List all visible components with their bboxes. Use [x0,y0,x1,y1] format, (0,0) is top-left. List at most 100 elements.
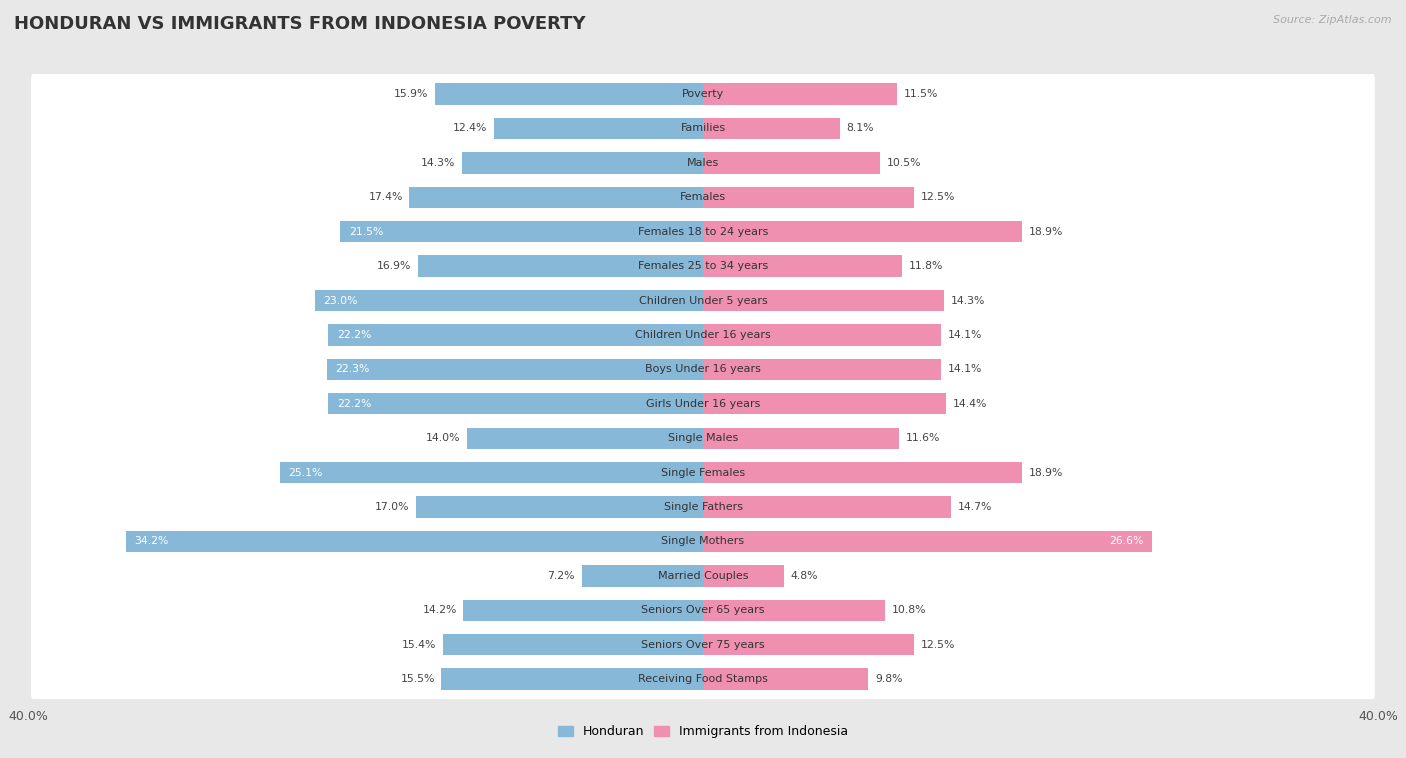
Bar [467,428,703,449]
FancyBboxPatch shape [31,349,1375,390]
Text: Single Males: Single Males [668,434,738,443]
Bar [416,496,703,518]
FancyBboxPatch shape [31,556,1375,596]
Text: 14.0%: 14.0% [426,434,460,443]
Text: 11.5%: 11.5% [904,89,938,99]
Bar [703,600,886,621]
Text: Girls Under 16 years: Girls Under 16 years [645,399,761,409]
Text: 26.6%: 26.6% [1109,537,1143,547]
Bar [703,565,785,587]
Text: 12.5%: 12.5% [921,193,955,202]
FancyBboxPatch shape [31,211,1375,252]
Text: 15.4%: 15.4% [402,640,436,650]
Text: 25.1%: 25.1% [288,468,322,478]
Bar [703,186,914,208]
FancyBboxPatch shape [31,315,1375,355]
Text: 16.9%: 16.9% [377,261,411,271]
Bar [441,669,703,690]
Text: Single Fathers: Single Fathers [664,502,742,512]
Text: 9.8%: 9.8% [875,674,903,684]
Text: 18.9%: 18.9% [1029,227,1063,236]
Bar [280,462,703,484]
Text: 12.4%: 12.4% [453,124,486,133]
Text: 11.6%: 11.6% [905,434,939,443]
Text: HONDURAN VS IMMIGRANTS FROM INDONESIA POVERTY: HONDURAN VS IMMIGRANTS FROM INDONESIA PO… [14,15,586,33]
Text: Children Under 5 years: Children Under 5 years [638,296,768,305]
Bar [703,393,946,415]
Bar [434,83,703,105]
Bar [326,359,703,380]
FancyBboxPatch shape [31,246,1375,286]
Bar [703,324,941,346]
FancyBboxPatch shape [31,625,1375,665]
Text: 17.0%: 17.0% [375,502,409,512]
Text: 14.3%: 14.3% [420,158,456,168]
Bar [329,324,703,346]
Bar [703,83,897,105]
Text: 14.3%: 14.3% [950,296,986,305]
FancyBboxPatch shape [31,590,1375,630]
Bar [703,221,1022,243]
Text: 22.2%: 22.2% [337,399,371,409]
Bar [703,462,1022,484]
Text: Receiving Food Stamps: Receiving Food Stamps [638,674,768,684]
Text: 17.4%: 17.4% [368,193,402,202]
Bar [703,496,950,518]
Text: Single Females: Single Females [661,468,745,478]
Text: 15.5%: 15.5% [401,674,434,684]
Bar [329,393,703,415]
Bar [461,152,703,174]
FancyBboxPatch shape [31,659,1375,699]
Text: Poverty: Poverty [682,89,724,99]
Bar [703,152,880,174]
Text: Seniors Over 65 years: Seniors Over 65 years [641,606,765,615]
Text: 10.8%: 10.8% [891,606,927,615]
Text: 14.2%: 14.2% [422,606,457,615]
FancyBboxPatch shape [31,453,1375,493]
Text: 8.1%: 8.1% [846,124,875,133]
Text: 10.5%: 10.5% [887,158,921,168]
Bar [703,255,903,277]
Text: Seniors Over 75 years: Seniors Over 75 years [641,640,765,650]
Text: 12.5%: 12.5% [921,640,955,650]
Text: 14.1%: 14.1% [948,365,981,374]
Bar [582,565,703,587]
Bar [494,117,703,139]
Bar [409,186,703,208]
Bar [703,359,941,380]
Text: Source: ZipAtlas.com: Source: ZipAtlas.com [1274,15,1392,25]
FancyBboxPatch shape [31,74,1375,114]
Bar [703,428,898,449]
FancyBboxPatch shape [31,384,1375,424]
Text: 15.9%: 15.9% [394,89,427,99]
FancyBboxPatch shape [31,108,1375,149]
Text: Females: Females [681,193,725,202]
FancyBboxPatch shape [31,522,1375,562]
Bar [703,290,945,312]
Bar [418,255,703,277]
Text: 14.4%: 14.4% [953,399,987,409]
Text: Children Under 16 years: Children Under 16 years [636,330,770,340]
Text: Females 25 to 34 years: Females 25 to 34 years [638,261,768,271]
FancyBboxPatch shape [31,143,1375,183]
Text: Families: Families [681,124,725,133]
Text: 11.8%: 11.8% [908,261,943,271]
Text: 14.7%: 14.7% [957,502,993,512]
Bar [464,600,703,621]
Bar [703,531,1152,552]
Text: 18.9%: 18.9% [1029,468,1063,478]
Bar [703,669,869,690]
Text: Females 18 to 24 years: Females 18 to 24 years [638,227,768,236]
Text: 14.1%: 14.1% [948,330,981,340]
Text: 7.2%: 7.2% [547,571,575,581]
Text: 34.2%: 34.2% [135,537,169,547]
Text: Boys Under 16 years: Boys Under 16 years [645,365,761,374]
Text: Married Couples: Married Couples [658,571,748,581]
Text: 4.8%: 4.8% [790,571,818,581]
Text: Males: Males [688,158,718,168]
FancyBboxPatch shape [31,487,1375,527]
Legend: Honduran, Immigrants from Indonesia: Honduran, Immigrants from Indonesia [553,720,853,744]
Bar [315,290,703,312]
Text: 22.2%: 22.2% [337,330,371,340]
Text: 22.3%: 22.3% [335,365,370,374]
